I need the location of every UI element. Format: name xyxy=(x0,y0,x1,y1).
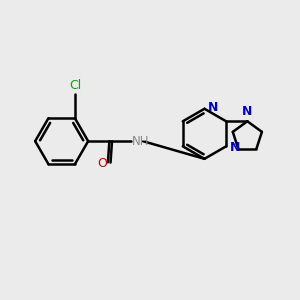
Text: NH: NH xyxy=(132,135,149,148)
Text: O: O xyxy=(98,157,107,170)
Text: Cl: Cl xyxy=(69,79,81,92)
Text: N: N xyxy=(230,141,240,154)
Text: N: N xyxy=(242,105,253,118)
Text: N: N xyxy=(208,101,218,114)
